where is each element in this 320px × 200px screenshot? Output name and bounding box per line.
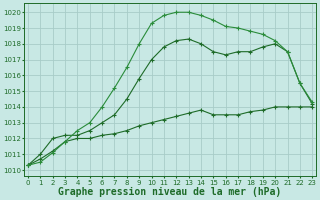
- X-axis label: Graphe pression niveau de la mer (hPa): Graphe pression niveau de la mer (hPa): [59, 187, 282, 197]
